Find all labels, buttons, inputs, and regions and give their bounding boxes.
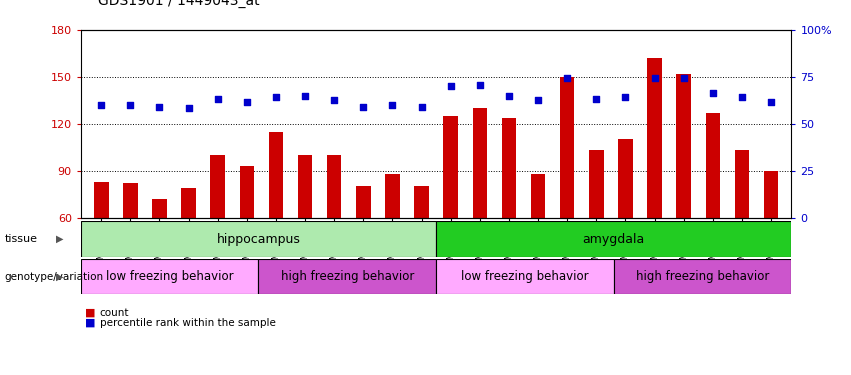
Point [299,93,312,99]
Bar [81,259,259,294]
Bar [618,140,632,311]
Bar [705,113,720,311]
Bar [677,74,691,311]
Text: percentile rank within the sample: percentile rank within the sample [100,318,276,327]
Bar [763,171,779,311]
Bar [443,116,458,311]
Bar [414,186,429,311]
Point [706,90,720,96]
Point [240,99,254,105]
Bar [436,259,614,294]
Text: high freezing behavior: high freezing behavior [636,270,769,283]
Text: ■: ■ [85,308,95,318]
Point [269,94,283,100]
Text: count: count [100,308,129,318]
Text: hippocampus: hippocampus [216,232,300,246]
Point [357,104,370,110]
Bar [734,150,749,311]
Bar [648,58,662,311]
Bar [614,259,791,294]
Text: high freezing behavior: high freezing behavior [281,270,414,283]
Bar [472,108,487,311]
Point [531,98,545,104]
Point [386,102,399,108]
Point [590,96,603,102]
Point [473,82,487,88]
Point [211,96,225,102]
Point [677,75,690,81]
Bar [181,188,196,311]
Bar [259,259,436,294]
Point [94,102,108,108]
Text: ■: ■ [85,318,95,327]
Bar [386,174,400,311]
Bar [327,155,341,311]
Text: low freezing behavior: low freezing behavior [106,270,233,283]
Bar [589,150,603,311]
Text: ▶: ▶ [56,272,63,282]
Bar [298,155,312,311]
Point [560,75,574,81]
Point [764,99,778,105]
Bar [531,174,545,311]
Bar [240,166,254,311]
Point [444,83,458,89]
Text: ▶: ▶ [56,234,63,244]
Bar [501,117,517,311]
Point [735,94,749,100]
Bar [356,186,371,311]
Point [152,104,166,110]
Point [619,94,632,100]
Point [414,104,428,110]
Point [328,98,341,104]
Bar [81,221,436,257]
Point [502,93,516,99]
Text: genotype/variation: genotype/variation [4,272,103,282]
Point [123,102,137,108]
Text: GDS1901 / 1449043_at: GDS1901 / 1449043_at [98,0,260,8]
Point [182,105,196,111]
Bar [210,155,225,311]
Point [648,75,661,81]
Text: amygdala: amygdala [583,232,645,246]
Bar [123,183,138,311]
Bar [152,199,167,311]
Text: tissue: tissue [4,234,37,244]
Bar [436,221,791,257]
Text: low freezing behavior: low freezing behavior [461,270,589,283]
Bar [560,77,574,311]
Bar [269,132,283,311]
Bar [94,182,109,311]
